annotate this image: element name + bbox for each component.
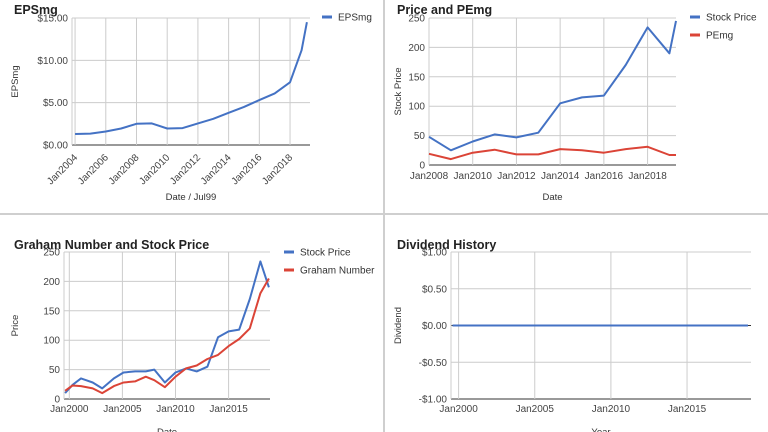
x-axis-title: Date — [542, 192, 562, 203]
y-tick-label: 250 — [408, 14, 425, 25]
x-tick-label: Jan2010 — [454, 171, 493, 182]
chart-title: EPSmg — [14, 3, 58, 17]
graham-chart-panel: Graham Number and Stock Price 0 50 100 150 20… — [0, 215, 383, 432]
y-tick-label: 150 — [408, 72, 425, 83]
x-tick-label: Jan2012 — [497, 171, 536, 182]
y-tick-label: 0 — [419, 161, 425, 172]
y-axis-title: Dividend — [393, 307, 404, 344]
y-tick-label: $15.00 — [37, 14, 68, 25]
x-tick-label: Jan2014 — [199, 152, 234, 187]
y-tick-label: 50 — [414, 131, 426, 142]
y-tick-label: $0.50 — [422, 284, 447, 295]
x-tick-label: Jan2018 — [260, 152, 295, 187]
x-tick-label: Jan2010 — [137, 152, 172, 187]
series-line-1 — [428, 20, 677, 152]
legend-entry: Graham Number — [300, 266, 375, 277]
y-tick-label: $0.00 — [422, 321, 447, 332]
x-tick-label: Jan2008 — [410, 171, 449, 182]
y-tick-label: -$1.00 — [419, 395, 448, 406]
y-tick-label: 250 — [43, 248, 60, 259]
price-pe-chart: Price and PEmg 0 50 100 150 200 250 Jan2008 Jan2… — [393, 3, 757, 203]
x-tick-label: Jan2015 — [668, 404, 707, 415]
x-tick-label: Jan2016 — [230, 152, 265, 187]
x-axis-title: Date — [157, 427, 177, 432]
dividend-chart: Dividend History -$1.00 -$0.50 $0.00 $0.50 $1… — [393, 238, 751, 432]
eps-chart: EPSmg$0.00$5.00$10.00$15.00Jan2004Jan200… — [10, 3, 372, 203]
vertical-divider — [383, 0, 385, 432]
dividend-chart-panel: Dividend History -$1.00 -$0.50 $0.00 $0.50 $1… — [385, 215, 768, 432]
x-tick-label: Jan2012 — [168, 152, 203, 187]
chart-title: Graham Number and Stock Price — [14, 238, 209, 252]
y-tick-label: $0.00 — [43, 141, 68, 152]
x-tick-label: Jan2005 — [103, 404, 142, 415]
y-tick-label: $10.00 — [37, 56, 68, 67]
series-line-1 — [64, 260, 270, 394]
chart-title: Price and PEmg — [397, 3, 492, 17]
x-tick-label: Jan2010 — [592, 404, 631, 415]
y-tick-label: 100 — [43, 336, 60, 347]
y-tick-label: $1.00 — [422, 248, 447, 259]
y-axis-title: Stock Price — [393, 67, 404, 115]
y-axis-title: EPSmg — [10, 65, 21, 97]
x-tick-label: Jan2005 — [516, 404, 555, 415]
y-axis-title: Price — [10, 315, 21, 337]
x-tick-label: Jan2000 — [439, 404, 478, 415]
y-tick-label: 200 — [43, 277, 60, 288]
y-tick-label: -$0.50 — [419, 358, 448, 369]
legend-entry: Stock Price — [300, 248, 351, 259]
y-tick-label: $5.00 — [43, 98, 68, 109]
horizontal-divider — [0, 213, 768, 215]
x-axis-title: Year — [591, 427, 610, 432]
series-line-1 — [75, 22, 308, 135]
legend-entry: Stock Price — [706, 13, 757, 24]
y-tick-label: 0 — [54, 395, 60, 406]
y-tick-label: 150 — [43, 306, 60, 317]
x-tick-label: Jan2015 — [209, 404, 248, 415]
x-tick-label: Jan2000 — [50, 404, 89, 415]
legend-entry: PEmg — [706, 31, 733, 42]
legend-entry: EPSmg — [338, 13, 372, 24]
x-tick-label: Jan2004 — [45, 152, 80, 187]
eps-chart-panel: EPSmg $0.00 $5.00 $10.00 $15.00 Jan2004 Jan200… — [0, 0, 383, 213]
chart-title: Dividend History — [397, 238, 496, 252]
x-axis-title: Date / Jul99 — [166, 192, 217, 203]
x-tick-label: Jan2008 — [107, 152, 142, 187]
x-tick-label: Jan2010 — [156, 404, 195, 415]
x-tick-label: Jan2018 — [628, 171, 667, 182]
x-tick-label: Jan2006 — [76, 152, 111, 187]
x-tick-label: Jan2014 — [541, 171, 580, 182]
graham-chart: Graham Number and Stock Price 0 50 100 150 20… — [10, 238, 375, 432]
price-pe-chart-panel: Price and PEmg 0 50 100 150 200 250 Jan2008 Jan2… — [385, 0, 768, 213]
series-line-2 — [64, 277, 270, 395]
y-tick-label: 50 — [49, 365, 61, 376]
y-tick-label: 200 — [408, 43, 425, 54]
y-tick-label: 100 — [408, 102, 425, 113]
x-tick-label: Jan2016 — [585, 171, 624, 182]
series-line-2 — [428, 145, 676, 161]
